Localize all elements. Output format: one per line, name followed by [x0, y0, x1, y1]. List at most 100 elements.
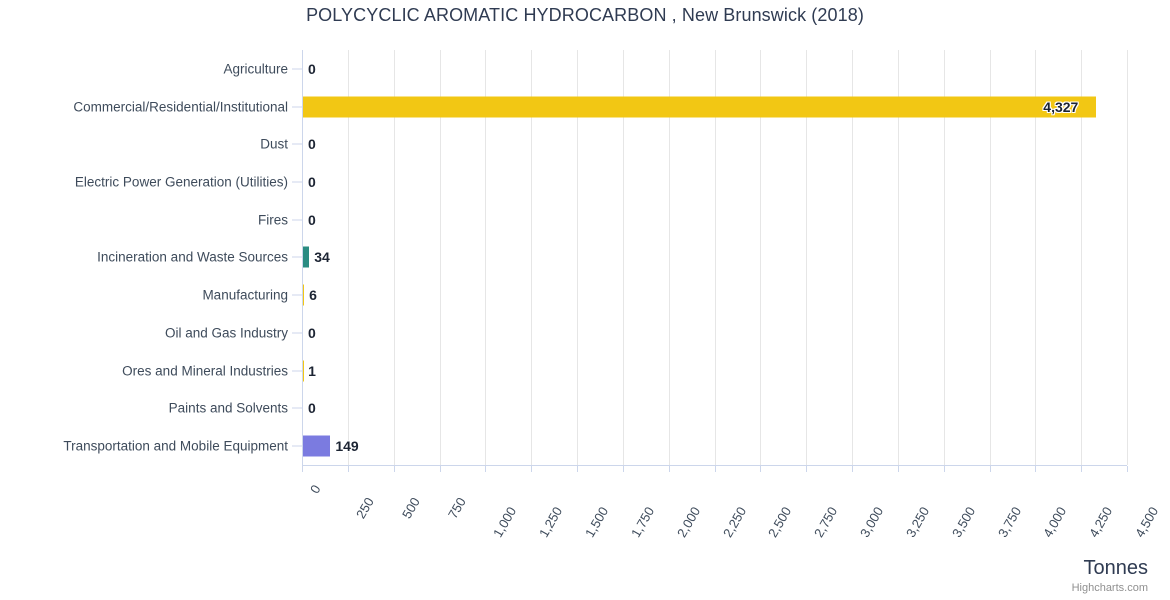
x-axis-tick-label: 3,000	[857, 476, 902, 540]
bar[interactable]	[303, 284, 305, 306]
x-axis-tick-label: 3,500	[949, 476, 994, 540]
y-axis-tick-mark	[292, 181, 302, 183]
x-axis-tick-mark	[943, 466, 945, 472]
y-axis-category-label: Commercial/Residential/Institutional	[73, 99, 288, 115]
gridline	[1035, 50, 1037, 465]
y-axis-tick-mark	[292, 143, 302, 145]
x-axis-tick-label-text: 3,000	[857, 504, 887, 540]
x-axis-tick-label: 3,750	[995, 476, 1040, 540]
gridline	[485, 50, 487, 465]
gridline	[806, 50, 808, 465]
y-axis-category-label: Oil and Gas Industry	[164, 325, 288, 341]
y-axis-tick-mark	[292, 68, 302, 70]
bar-value-label: 149	[335, 438, 359, 455]
y-axis-tick-mark	[292, 294, 302, 296]
bar[interactable]	[303, 246, 310, 268]
gridline	[897, 50, 899, 465]
x-axis-tick-label-text: 2,500	[765, 504, 795, 540]
chart-row: Manufacturing 6	[0, 276, 1170, 314]
x-axis-tick-label-text: 3,750	[994, 504, 1024, 540]
gridline	[668, 50, 670, 465]
x-axis-tick-label-text: 1,500	[582, 504, 612, 540]
x-axis-tick-mark	[668, 466, 670, 472]
gridline	[622, 50, 624, 465]
gridline	[760, 50, 762, 465]
y-axis-tick-mark	[292, 332, 302, 334]
x-axis-tick-label-text: 0	[307, 482, 324, 497]
x-axis-tick-label: 1,250	[536, 476, 581, 540]
y-axis-category-label: Incineration and Waste Sources	[97, 249, 288, 265]
x-axis-tick-mark	[393, 466, 395, 472]
x-axis-line	[302, 465, 1127, 466]
x-axis-tick-label: 1,750	[628, 476, 673, 540]
x-axis-tick-mark	[760, 466, 762, 472]
x-axis-tick-label: 750	[445, 476, 479, 521]
y-axis-category-label: Transportation and Mobile Equipment	[63, 438, 288, 454]
x-axis-tick-mark	[347, 466, 349, 472]
bar-value-label: 0	[308, 174, 316, 191]
x-axis-tick-label-text: 1,750	[627, 504, 658, 540]
gridline	[1127, 50, 1128, 465]
y-axis-category-label: Ores and Mineral Industries	[122, 363, 288, 379]
x-axis-tick-label-text: 2,250	[719, 504, 749, 540]
bar-value-label: 0	[308, 400, 316, 417]
chart-row: Dust 0	[0, 125, 1170, 163]
x-axis-tick-label: 1,000	[490, 476, 536, 540]
x-axis-tick-mark	[852, 466, 853, 472]
x-axis-tick-label: 2,500	[765, 476, 811, 540]
bar[interactable]	[303, 360, 304, 382]
y-axis-category-label: Manufacturing	[202, 287, 288, 303]
x-axis-tick-label-text: 1,250	[536, 504, 566, 540]
chart-row: Paints and Solvents 0	[0, 390, 1170, 428]
x-axis-tick-label: 1,500	[582, 476, 627, 540]
y-axis-tick-mark	[292, 370, 302, 372]
gridline	[989, 50, 991, 465]
x-axis-tick-label: 4,500	[1132, 476, 1170, 540]
y-axis-tick-mark	[292, 106, 302, 108]
gridline	[714, 50, 716, 465]
x-axis-tick-mark	[439, 466, 441, 472]
x-axis-tick-mark	[531, 466, 533, 472]
bar[interactable]	[303, 96, 1097, 118]
bar-value-label: 0	[308, 324, 316, 341]
axis-unit-label: Tonnes	[1083, 557, 1149, 579]
chart-row: Transportation and Mobile Equipment 149	[0, 427, 1170, 465]
chart-row: Ores and Mineral Industries 1	[0, 352, 1170, 390]
gridline	[531, 50, 533, 465]
x-axis-tick-label-text: 500	[398, 494, 423, 522]
chart-row: Oil and Gas Industry 0	[0, 314, 1170, 352]
x-axis-tick-label-text: 4,000	[1040, 504, 1070, 540]
gridline	[1081, 50, 1083, 465]
x-axis-tick-mark	[302, 466, 303, 472]
bar-value-label: 0	[308, 211, 316, 228]
x-axis-tick-label: 2,750	[811, 476, 856, 540]
chart-row: Commercial/Residential/Institutional 4,32…	[0, 88, 1170, 126]
x-axis-tick-label-text: 3,250	[902, 504, 933, 540]
x-axis-tick-mark	[622, 466, 624, 472]
x-axis-tick-label-text: 4,250	[1086, 504, 1116, 540]
x-axis-tick-mark	[989, 466, 991, 472]
page-title: POLYCYCLIC AROMATIC HYDROCARBON , New Br…	[306, 5, 864, 25]
gridline	[577, 50, 578, 465]
y-axis-tick-mark	[292, 445, 302, 447]
x-axis-tick-label-text: 2,750	[811, 504, 841, 540]
bar[interactable]	[303, 435, 331, 457]
x-axis-tick-label: 4,000	[1040, 476, 1086, 540]
gridline	[347, 50, 349, 465]
bar-value-label: 34	[314, 249, 330, 266]
x-axis-tick-label-text: 250	[352, 494, 377, 522]
x-axis-tick-label-text: 2,000	[673, 504, 703, 540]
x-axis-tick-mark	[485, 466, 487, 472]
x-axis-tick-mark	[1127, 466, 1128, 472]
y-axis-category-label: Fires	[258, 212, 288, 228]
y-axis-tick-mark	[292, 407, 302, 409]
credits-label: Highcharts.com	[1071, 582, 1148, 594]
x-axis-tick-label-text: 1,000	[490, 504, 520, 540]
gridline	[393, 50, 395, 465]
x-axis-tick-mark	[1035, 466, 1037, 472]
bar-value-label: 6	[309, 287, 317, 304]
x-axis-tick-label: 2,250	[720, 476, 765, 540]
x-axis-tick-label: 2,000	[674, 476, 719, 540]
x-axis-tick-mark	[897, 466, 899, 472]
